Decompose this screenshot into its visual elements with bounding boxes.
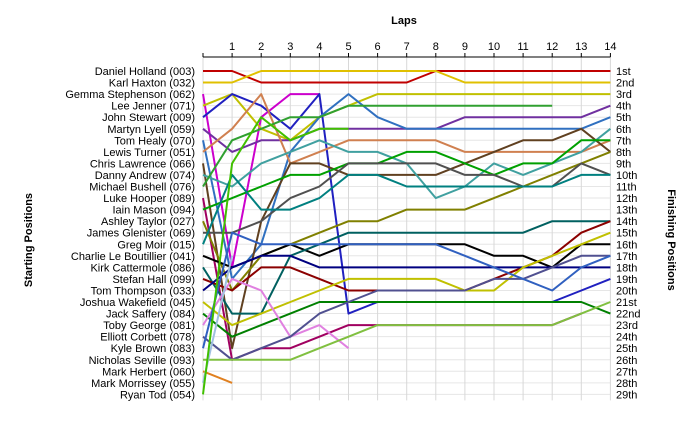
- lap-label: 10: [488, 41, 500, 53]
- finishing-position-label: 15th: [616, 228, 637, 240]
- series-line: [202, 93, 611, 165]
- lap-label: 12: [546, 41, 558, 53]
- lap-label: 5: [345, 41, 351, 53]
- finishing-position-label: 2nd: [616, 78, 634, 90]
- finishing-position-label: 8th: [616, 147, 631, 159]
- starting-position-label: Michael Bushell (076): [89, 182, 195, 194]
- finishing-position-label: 14th: [616, 216, 637, 228]
- series-line: [202, 104, 553, 188]
- finishing-position-label: 21st: [616, 297, 637, 309]
- right-axis-title: Finishing Positions: [665, 189, 677, 290]
- starting-position-label: Tom Thompson (033): [91, 285, 195, 297]
- starting-position-label: Kyle Brown (083): [111, 343, 195, 355]
- starting-position-label: Lewis Turner (051): [103, 147, 195, 159]
- starting-position-label: Tom Healy (070): [114, 135, 195, 147]
- finishing-position-label: 4th: [616, 101, 631, 113]
- series-line: [202, 231, 611, 327]
- lap-label: 9: [462, 41, 468, 53]
- starting-position-label: Kirk Cattermole (086): [90, 262, 195, 274]
- left-axis-title: Starting Positions: [23, 193, 35, 287]
- finishing-position-label: 11th: [616, 182, 637, 194]
- series-line: [202, 173, 611, 245]
- finishing-position-label: 22nd: [616, 309, 640, 321]
- starting-position-labels: Daniel Holland (003)Karl Haxton (032)Gem…: [65, 66, 195, 401]
- starting-position-label: Charlie Le Boutillier (041): [71, 251, 195, 263]
- finishing-position-label: 23rd: [616, 320, 638, 332]
- starting-position-label: Ryan Tod (054): [120, 389, 195, 401]
- starting-position-label: James Glenister (069): [87, 228, 195, 240]
- series-line: [202, 93, 611, 142]
- starting-position-label: Mark Morrissey (055): [91, 378, 195, 390]
- series-line: [202, 254, 611, 361]
- series-line: [202, 254, 611, 292]
- starting-position-label: Elliott Corbett (078): [100, 332, 195, 344]
- series-line: [202, 139, 611, 211]
- lap-label: 6: [375, 41, 381, 53]
- lap-label: 3: [287, 41, 293, 53]
- finishing-position-label: 27th: [616, 366, 637, 378]
- lap-label: 14: [604, 41, 616, 53]
- starting-position-label: Danny Andrew (074): [95, 170, 195, 182]
- finishing-position-label: 19th: [616, 274, 637, 286]
- starting-position-label: Martyn Lyell (059): [107, 124, 195, 136]
- series-line: [202, 370, 233, 384]
- lap-label: 13: [575, 41, 587, 53]
- lap-label: 1: [229, 41, 235, 53]
- starting-position-label: Stefan Hall (099): [112, 274, 195, 286]
- series-line: [202, 127, 612, 350]
- series-line: [202, 231, 611, 349]
- finishing-position-label: 25th: [616, 343, 637, 355]
- starting-position-label: Iain Mason (094): [112, 205, 195, 217]
- lap-label: 11: [517, 41, 528, 53]
- finishing-position-label: 24th: [616, 332, 637, 344]
- finishing-position-label: 20th: [616, 285, 637, 297]
- starting-position-label: Daniel Holland (003): [95, 66, 195, 78]
- finishing-position-label: 7th: [616, 135, 631, 147]
- finishing-position-label: 28th: [616, 378, 637, 390]
- starting-position-label: Greg Moir (015): [117, 239, 195, 251]
- starting-position-label: Mark Herbert (060): [102, 366, 195, 378]
- series-line: [202, 277, 350, 349]
- series-line: [203, 301, 611, 361]
- finishing-position-label: 18th: [616, 262, 637, 274]
- starting-position-label: Luke Hooper (089): [103, 193, 195, 205]
- series-lines: [202, 70, 612, 395]
- x-axis-title: Laps: [391, 15, 417, 27]
- finishing-position-label: 9th: [616, 158, 631, 170]
- finishing-position-label: 12th: [616, 193, 637, 205]
- finishing-position-label: 6th: [616, 124, 631, 136]
- starting-position-label: Gemma Stephenson (062): [65, 89, 195, 101]
- series-line: [202, 116, 349, 395]
- starting-position-label: Karl Haxton (032): [109, 78, 195, 90]
- starting-position-label: John Stewart (009): [102, 112, 195, 124]
- finishing-position-label: 3rd: [616, 89, 632, 101]
- series-line: [203, 70, 611, 84]
- lap-label: 2: [258, 41, 264, 53]
- starting-position-label: Chris Lawrence (066): [90, 158, 195, 170]
- finishing-position-label: 1st: [616, 66, 631, 78]
- finishing-position-label: 5th: [616, 112, 631, 124]
- starting-position-label: Lee Jenner (071): [111, 101, 195, 113]
- lap-label: 4: [316, 41, 322, 53]
- finishing-position-labels: 1st2nd3rd4th5th6th7th8th9th10th11th12th1…: [616, 66, 640, 401]
- series-line: [202, 220, 611, 315]
- starting-position-label: Jack Saffery (084): [106, 309, 195, 321]
- finishing-position-label: 29th: [616, 389, 637, 401]
- finishing-position-label: 10th: [616, 170, 637, 182]
- starting-position-label: Toby George (081): [103, 320, 195, 332]
- starting-position-label: Ashley Taylor (027): [101, 216, 195, 228]
- lap-tick-labels: 1 2 3 4 5 6 7 8 9 10 11 12 13 14: [229, 41, 616, 53]
- series-line: [202, 301, 611, 338]
- starting-position-label: Joshua Wakefield (045): [80, 297, 195, 309]
- finishing-position-label: 17th: [616, 251, 637, 263]
- finishing-position-label: 16th: [616, 239, 637, 251]
- lap-label: 8: [433, 41, 439, 53]
- series-line: [203, 70, 611, 84]
- finishing-position-label: 13th: [616, 205, 637, 217]
- lap-label: 7: [404, 41, 410, 53]
- finishing-position-label: 26th: [616, 355, 637, 367]
- starting-position-label: Nicholas Seville (093): [89, 355, 195, 367]
